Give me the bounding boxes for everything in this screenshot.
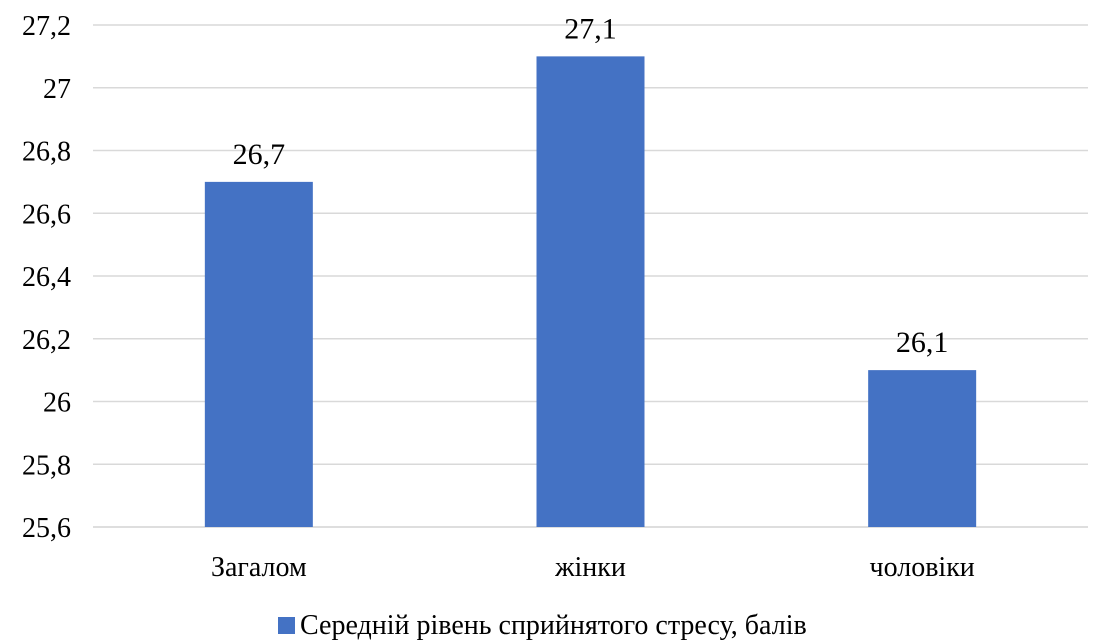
- y-tick-label: 26: [43, 388, 71, 419]
- data-label: 26,1: [896, 326, 949, 359]
- legend: Середній рівень сприйнятого стресу, балі…: [278, 610, 807, 641]
- bar: [204, 181, 313, 527]
- x-tick-label: чоловіки: [870, 552, 975, 583]
- bar: [868, 370, 977, 527]
- y-tick-label: 26,4: [22, 262, 71, 293]
- x-tick-label: Загалом: [211, 552, 307, 583]
- y-tick-label: 26,8: [22, 137, 71, 168]
- legend-label: Середній рівень сприйнятого стресу, балі…: [300, 610, 807, 641]
- data-label: 26,7: [233, 138, 286, 171]
- x-tick-label: жінки: [554, 552, 626, 583]
- y-tick-label: 27: [43, 74, 71, 105]
- bar: [536, 56, 645, 527]
- x-axis-category-labels: Загалом жінки чоловіки: [211, 552, 975, 583]
- y-axis-tick-labels: 25,6 25,8 26 26,2 26,4 26,6 26,8 27 27,2: [22, 11, 71, 544]
- legend-swatch: [278, 617, 295, 634]
- y-tick-label: 25,8: [22, 450, 71, 481]
- data-labels: 26,7 27,1 26,1: [233, 12, 949, 359]
- y-tick-label: 27,2: [22, 11, 71, 42]
- y-tick-label: 26,6: [22, 199, 71, 230]
- y-tick-label: 26,2: [22, 325, 71, 356]
- bars: [204, 56, 977, 527]
- y-tick-label: 25,6: [22, 513, 71, 544]
- data-label: 27,1: [564, 12, 617, 45]
